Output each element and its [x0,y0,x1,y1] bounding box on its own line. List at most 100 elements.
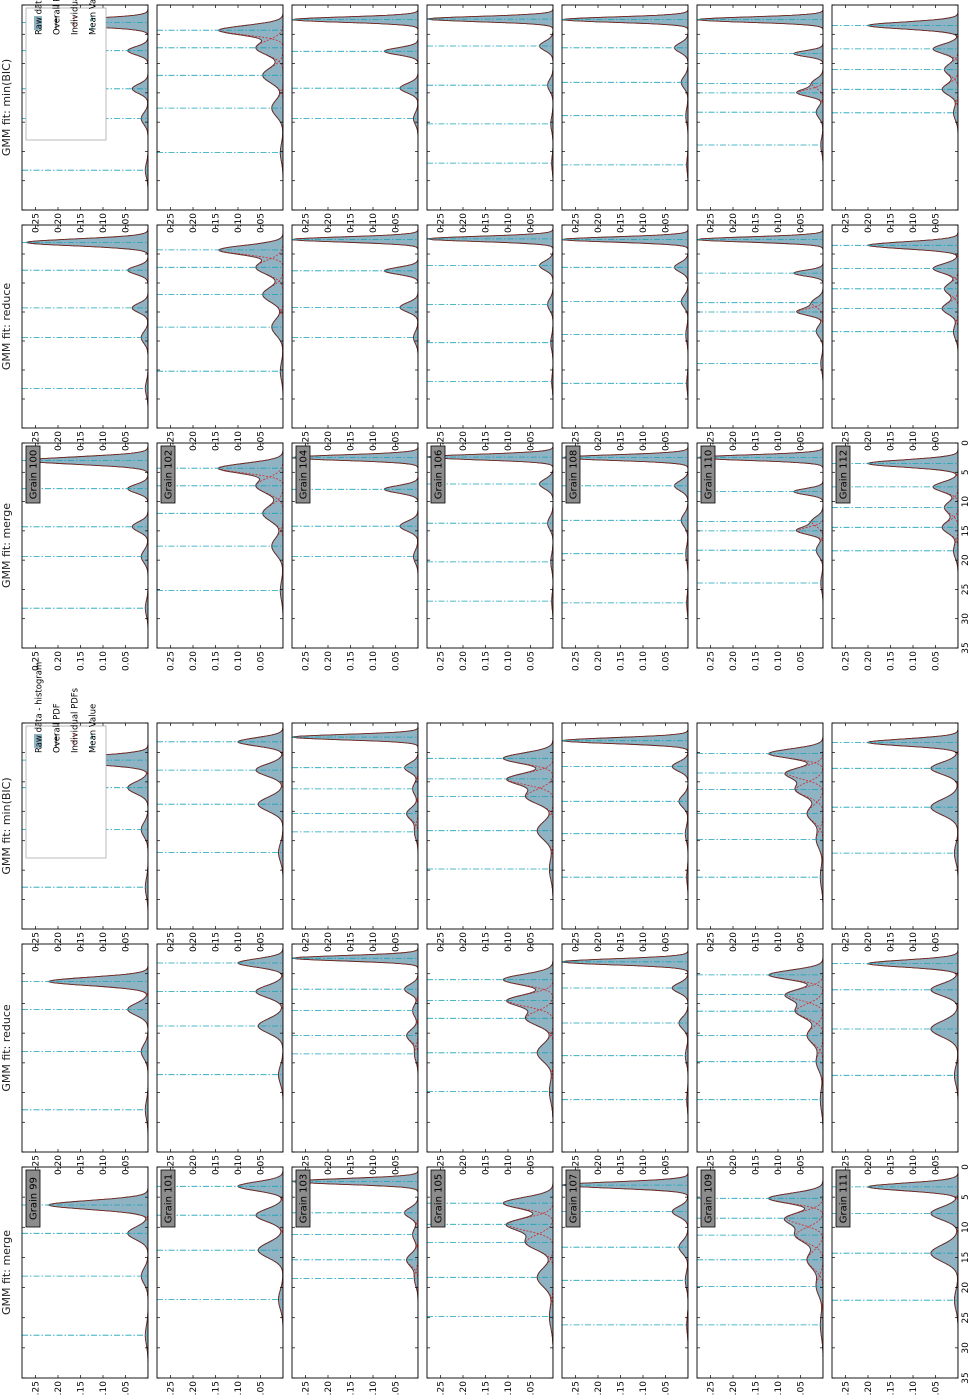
panel-plot-area [697,944,823,1152]
panel-frame [561,943,689,1153]
overall-pdf [237,723,283,929]
overall-pdf [427,5,553,210]
legend: Raw data - histogram Overall PDF Individua… [25,662,107,859]
panel-plot-area [22,443,148,648]
individual-pdf-2 [930,944,958,1152]
individual-pdf-1 [292,723,418,929]
grain-label: Grain 101 [164,1174,175,1223]
y-tick-label: 0.15 [617,1155,627,1175]
grain-label: Grain 103 [299,1174,310,1223]
panel-merge-grain-99: 0.05 0.10 0.15 0.20 0.25 Grain 99 [21,1166,149,1395]
y-tick-label: 0.20 [189,1381,199,1395]
individual-pdf-4 [806,944,823,1152]
grain-label: Grain 112 [839,450,850,499]
panel-plot-area [427,225,553,428]
panel-frame [291,442,419,649]
y-tick-label: 0.05 [932,213,942,233]
y-tick-label: 0.25 [842,431,852,451]
panel-min-bic-grain-102: 0.05 0.10 0.15 0.20 0.25 [156,4,284,233]
y-tick-label: 0.10 [504,932,514,952]
legend-label: Mean Value [89,0,99,35]
individual-pdf-1 [697,225,823,428]
overall-pdf [562,723,688,929]
overall-pdf-fit [237,944,283,1152]
y-tick-label: 0.05 [392,932,402,952]
grain-label-box [295,1169,311,1228]
legend-item-2: Overall PDF [53,0,63,35]
overall-pdf-fit [26,443,148,648]
individual-pdf-2 [671,1167,688,1378]
legend-item-3: Individual PDFs [71,687,81,753]
individual-pdf-1 [427,5,553,210]
overall-pdf [292,5,418,210]
individual-pdf-2 [127,225,148,428]
panel-frame [561,722,689,930]
column-title-min-bic: GMM fit: min(BIC) [0,777,13,874]
y-tick-label: 0.20 [459,431,469,451]
panel-frame [696,722,824,930]
y-tick-label: 0.10 [369,431,379,451]
panel-frame [426,722,554,930]
overall-pdf [866,443,958,648]
x-tick-label: 25 [961,584,971,595]
x-tick-label: 20 [961,554,971,566]
grain-label-box [430,445,446,504]
panel-min-bic-grain-106: 0.05 0.10 0.15 0.20 0.25 [426,4,554,233]
individual-pdf-1 [866,443,958,648]
panel-frame [561,442,689,649]
x-tick-label: 20 [961,1282,971,1294]
panel-frame [21,722,149,930]
y-tick-label: 0.15 [887,932,897,952]
y-tick-label: 0.15 [752,213,762,233]
individual-pdf-1 [237,944,283,1152]
panel-reduce-grain-108: 0.05 0.10 0.15 0.20 0.25 [561,224,689,451]
y-tick-label: 0.05 [932,932,942,952]
panel-frame [156,224,284,429]
y-tick-label: 0.20 [324,213,334,233]
individual-pdf-2 [255,5,283,210]
y-tick-label: 0.20 [459,213,469,233]
overall-pdf-fit [768,1167,823,1378]
y-tick-label: 0.10 [639,213,649,233]
histogram-area [24,225,148,428]
grain-label: Grain 99 [29,1177,40,1220]
panel-reduce-grain-106: 0.05 0.10 0.15 0.20 0.25 [426,224,554,451]
grain-label-box [25,1169,41,1228]
individual-pdf-1 [292,443,418,648]
individual-pdf-2 [255,944,283,1152]
individual-pdf-2 [674,225,688,428]
individual-pdf-5 [815,1167,823,1378]
individual-pdf-1 [866,225,958,428]
individual-pdf-3 [257,723,283,929]
y-tick-label: 0.25 [32,651,42,671]
individual-pdf-1 [867,944,958,1152]
individual-pdf-2 [786,1167,823,1378]
y-tick-label: 0.10 [504,651,514,671]
panel-plot-area [157,225,283,428]
panel-reduce-grain-110: 0.05 0.10 0.15 0.20 0.25 [696,224,824,451]
y-tick-label: 0.10 [774,213,784,233]
x-tick-label: 30 [961,613,971,625]
y-tick-label: 0.25 [302,1381,312,1395]
individual-pdf-1 [219,443,283,648]
y-tick-label: 0.25 [167,1381,177,1395]
y-tick-label: 0.10 [99,1155,109,1175]
individual-pdf-5 [414,723,418,929]
legend: Raw data - histogram Overall PDF Individua… [25,0,107,141]
legend-swatch-histogram [34,16,42,30]
y-tick-label: 0.25 [302,651,312,671]
y-tick-label: 0.10 [369,932,379,952]
panel-reduce-grain-107: 0.05 0.10 0.15 0.20 0.25 [561,943,689,1175]
individual-pdf-1 [697,443,823,648]
legend-label: Overall PDF [53,703,63,753]
panel-frame [561,1166,689,1379]
y-tick-label: 0.25 [572,431,582,451]
y-tick-label: 0.15 [617,932,627,952]
y-tick-label: 0.10 [99,1381,109,1395]
grain-label: Grain 100 [29,450,40,499]
y-tick-label: 0.15 [77,651,87,671]
panel-frame [831,1166,959,1379]
overall-pdf-fit [562,1167,688,1378]
individual-pdf-1 [562,443,688,648]
panel-frame [831,224,959,429]
